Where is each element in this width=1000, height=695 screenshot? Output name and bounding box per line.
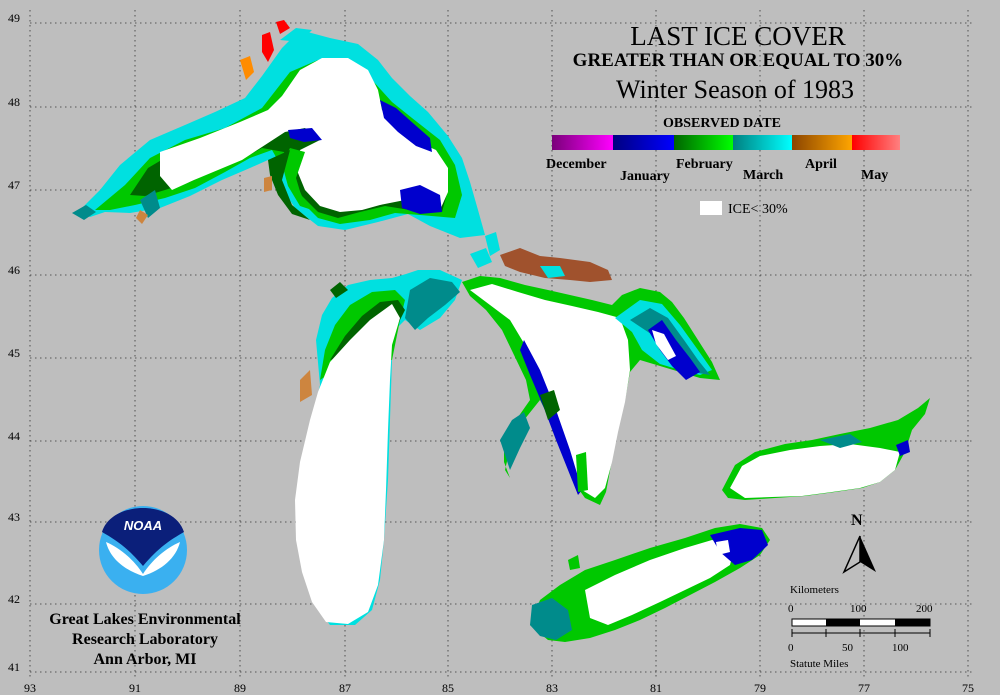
scale-km-tick: 100	[850, 603, 867, 615]
season-label: Winter Season of 1983	[616, 75, 854, 104]
scale-mi-tick: 100	[892, 642, 909, 654]
lon-label: 77	[858, 681, 870, 695]
scale-mi-title: Statute Miles	[790, 658, 848, 670]
legend-swatch-march	[733, 135, 792, 150]
lat-label: 43	[8, 510, 20, 524]
legend-swatch-january	[613, 135, 674, 150]
legend-month: May	[861, 168, 888, 183]
scale-km-tick: 200	[916, 603, 933, 615]
lat-label: 47	[8, 178, 20, 192]
legend-month: March	[743, 168, 783, 183]
legend-swatch-may	[852, 135, 900, 150]
legend-swatch-april	[792, 135, 852, 150]
longitude-labels: 93 91 89 87 85 83 81 79 77 75	[24, 681, 974, 695]
noaa-logo: NOAA	[99, 506, 187, 594]
org-line2: Research Laboratory	[72, 631, 218, 648]
lon-label: 89	[234, 681, 246, 695]
legend-swatch-february	[674, 135, 733, 150]
scale-km-title: Kilometers	[790, 584, 839, 596]
lat-label: 44	[8, 429, 20, 443]
legend-heading: OBSERVED DATE	[663, 116, 781, 131]
north-label: N	[851, 512, 863, 529]
lake-huron	[462, 276, 720, 505]
scale-km-tick: 0	[788, 603, 794, 615]
lake-michigan	[295, 270, 462, 625]
legend-months: December January February March April Ma…	[546, 157, 888, 184]
legend-month: January	[620, 169, 670, 184]
lon-label: 81	[650, 681, 662, 695]
legend-colorbar	[552, 135, 900, 150]
legend-swatch-december	[552, 135, 613, 150]
legend-month: April	[805, 157, 837, 172]
lon-label: 87	[339, 681, 351, 695]
lat-label: 45	[8, 346, 20, 360]
lon-label: 75	[962, 681, 974, 695]
map-subtitle: GREATER THAN OR EQUAL TO 30%	[573, 50, 904, 71]
lon-label: 83	[546, 681, 558, 695]
latitude-labels: 49 48 47 46 45 44 43 42 41	[8, 11, 20, 674]
legend-month: December	[546, 157, 607, 172]
lon-label: 93	[24, 681, 36, 695]
org-line1: Great Lakes Environmental	[49, 611, 241, 628]
lat-label: 48	[8, 95, 20, 109]
legend-ice-label: ICE< 30%	[728, 202, 788, 217]
org-block: Great Lakes Environmental Research Labor…	[49, 611, 241, 668]
scale-mi-tick: 50	[842, 642, 854, 654]
map-title: LAST ICE COVER	[630, 21, 846, 51]
north-channel	[470, 232, 612, 282]
lat-label: 42	[8, 592, 20, 606]
legend-swatch-ice	[700, 201, 722, 215]
logo-text: NOAA	[124, 518, 162, 533]
lon-label: 79	[754, 681, 766, 695]
legend-month: February	[676, 157, 733, 172]
lat-label: 46	[8, 263, 20, 277]
lat-label: 49	[8, 11, 20, 25]
lake-ontario	[722, 398, 930, 500]
north-arrow-icon	[842, 535, 876, 574]
scale-mi-tick: 0	[788, 642, 794, 654]
lon-label: 85	[442, 681, 454, 695]
lake-erie	[530, 524, 770, 642]
scale-bar: Kilometers 0 100 200 0 50 100 Statute Mi…	[788, 584, 933, 670]
lon-label: 91	[129, 681, 141, 695]
lat-label: 41	[8, 660, 20, 674]
org-line3: Ann Arbor, MI	[94, 651, 197, 668]
lake-superior	[72, 20, 485, 238]
